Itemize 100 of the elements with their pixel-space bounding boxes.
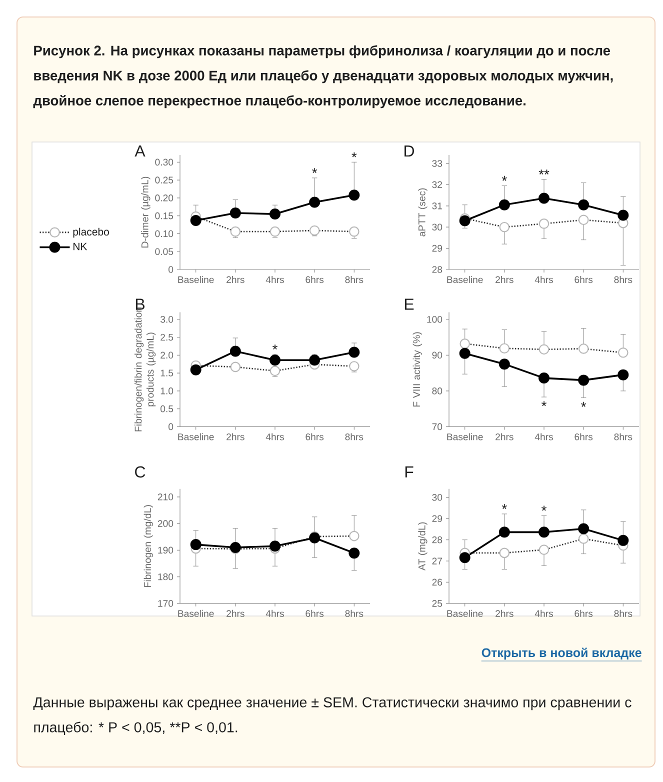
point: [618, 369, 629, 380]
x-tick-label: 4hrs: [266, 433, 284, 440]
point: [270, 540, 280, 552]
x-tick-label: 6hrs: [306, 610, 324, 617]
y-tick-label: 26: [432, 578, 442, 586]
y-tick-label: 170: [158, 600, 174, 607]
x-tick-label: 8hrs: [614, 610, 632, 617]
y-axis-title: F VIII activity (%): [412, 332, 422, 406]
annotation: *: [312, 168, 318, 173]
chart-title: B: [136, 298, 144, 310]
point: [498, 526, 510, 538]
y-tick-label: 0: [168, 423, 174, 430]
x-tick-label: 4hrs: [534, 433, 553, 440]
point: [230, 346, 241, 357]
point: [459, 552, 470, 564]
y-tick-label: 2.5: [160, 334, 174, 341]
chart-title: A: [134, 146, 146, 157]
x-tick-label: Baseline: [178, 433, 214, 440]
y-tick-label: 90: [432, 352, 442, 359]
x-tick-label: 6hrs: [574, 610, 593, 617]
x-tick-label: 2hrs: [496, 276, 514, 284]
chart-title: E: [404, 298, 414, 310]
x-tick-label: 2hrs: [496, 610, 514, 617]
point: [309, 196, 320, 208]
x-tick-label: 8hrs: [614, 276, 632, 284]
legend-label: placebo: [73, 228, 109, 238]
chart-title: D: [404, 146, 414, 157]
point: [348, 346, 360, 358]
chart-title: F: [405, 466, 414, 478]
point: [538, 372, 550, 384]
y-tick-label: 190: [158, 546, 174, 554]
y-tick-label: 0.20: [155, 194, 174, 202]
y-tick-label: 0: [168, 266, 174, 273]
text: Рисунок 2. На рисунках показаны параметры фибринолиза / коагуляции до и после введения NK в дозе 2000 Ед или плацебо у двенадцати здоровых молодых мужчин, двойное слепое перекрестное плацебо-контролируемое исследование.: [33, 45, 613, 108]
point: [230, 207, 241, 218]
point: [270, 208, 280, 220]
y-tick-label: 2.0: [160, 352, 174, 359]
point: [578, 374, 590, 386]
y-tick-label: 0.15: [155, 212, 174, 220]
annotation: **: [538, 170, 550, 174]
y-tick-label: 30: [432, 494, 442, 501]
x-tick-label: 2hrs: [226, 433, 244, 440]
point: [538, 192, 550, 204]
x-tick-label: 2hrs: [226, 276, 244, 284]
y-tick-label: 29: [432, 244, 442, 252]
y-tick-label: 200: [158, 520, 174, 527]
point: [309, 354, 320, 366]
y-tick-label: 29: [432, 515, 442, 522]
y-tick-label: 180: [158, 573, 174, 580]
x-tick-label: 8hrs: [614, 433, 632, 440]
point: [618, 534, 629, 546]
point: [459, 348, 470, 359]
y-tick-label: 27: [432, 558, 442, 564]
y-tick-label: 0.30: [155, 158, 174, 166]
y-tick-label: 30: [432, 224, 442, 230]
y-tick-label: 0.25: [155, 176, 174, 184]
point: [190, 539, 202, 550]
point: [348, 548, 360, 559]
point: [348, 190, 360, 201]
point: [190, 364, 202, 376]
text: Открыть в новой вкладке: [482, 648, 642, 660]
x-tick-label: 6hrs: [574, 433, 593, 440]
x-tick-label: 8hrs: [345, 276, 364, 284]
y-tick-label: 70: [432, 423, 442, 430]
annotation: *: [272, 344, 278, 350]
x-tick-label: 4hrs: [266, 610, 284, 617]
annotation: *: [542, 401, 547, 406]
y-tick-label: 1.0: [160, 388, 174, 394]
x-tick-label: 4hrs: [534, 276, 553, 284]
x-tick-label: Baseline: [447, 610, 483, 617]
x-tick-label: 6hrs: [574, 276, 593, 284]
point: [190, 214, 202, 226]
x-tick-label: 6hrs: [306, 433, 324, 440]
y-tick-label: 31: [432, 202, 442, 210]
x-tick-label: Baseline: [178, 276, 214, 284]
point: [578, 523, 590, 534]
x-tick-label: Baseline: [178, 610, 214, 617]
y-axis-title: Fibrinogen/fibrin degradation products (µg/mL): [134, 307, 156, 432]
x-tick-label: 4hrs: [266, 276, 284, 284]
point: [578, 199, 590, 210]
y-axis-title: D-dimer (µg/mL): [141, 176, 150, 248]
x-tick-label: Baseline: [447, 433, 483, 440]
point: [270, 354, 280, 366]
x-tick-label: 8hrs: [345, 610, 364, 617]
y-tick-label: 80: [432, 388, 442, 394]
y-tick-label: 100: [427, 316, 442, 323]
y-tick-label: 0.10: [155, 230, 174, 238]
y-tick-label: 0.05: [155, 248, 174, 256]
x-tick-label: 2hrs: [226, 610, 244, 617]
point: [498, 358, 510, 370]
y-tick-label: 210: [158, 494, 174, 500]
x-tick-label: 2hrs: [496, 433, 514, 440]
y-tick-label: 25: [432, 600, 442, 607]
point: [498, 199, 510, 210]
y-tick-label: 28: [432, 266, 442, 273]
x-tick-label: 8hrs: [345, 433, 364, 440]
y-tick-label: 33: [432, 160, 442, 167]
x-tick-label: Baseline: [447, 276, 483, 284]
annotation: *: [502, 176, 507, 181]
y-axis-title: Fibrinogen (mg/dL): [144, 505, 153, 588]
